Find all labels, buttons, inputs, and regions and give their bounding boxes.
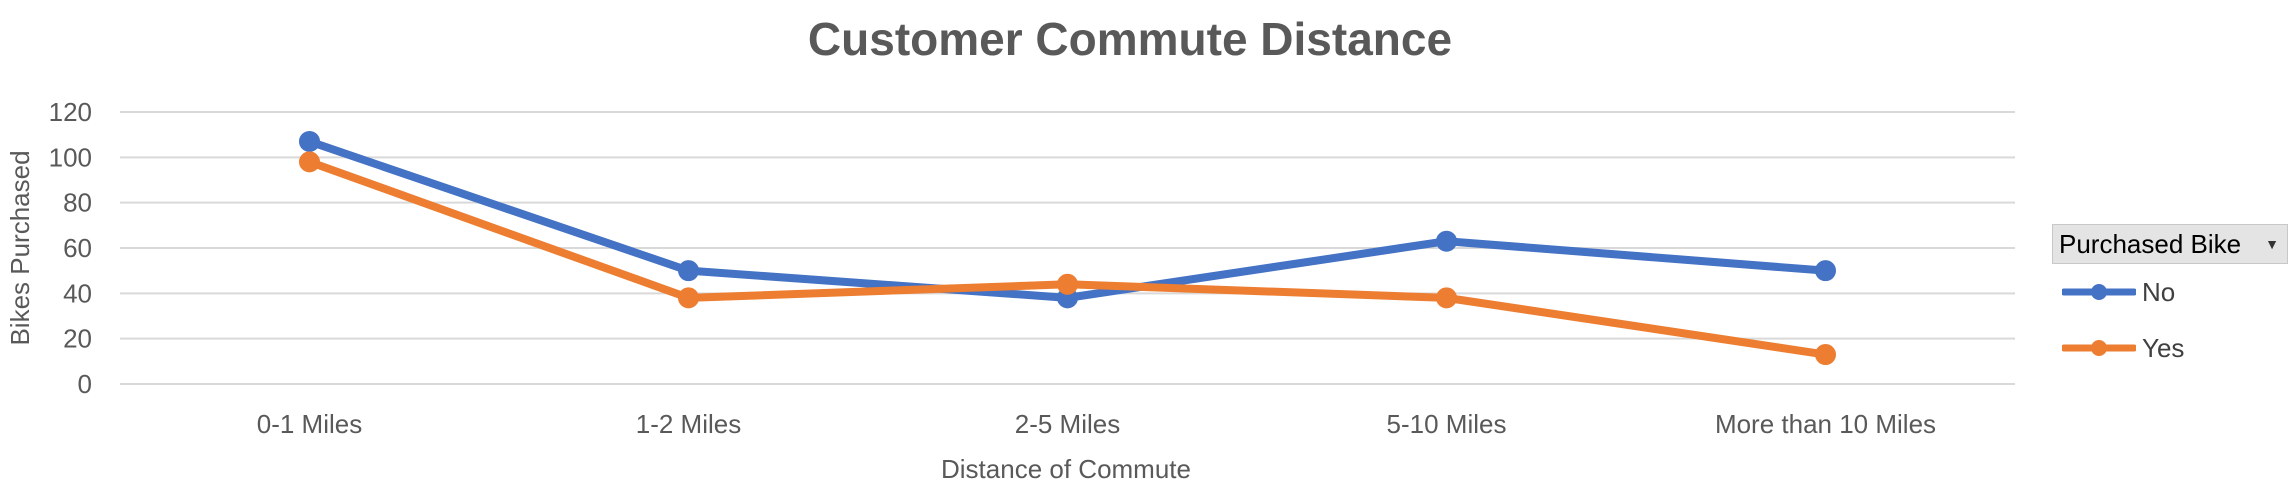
y-tick-label: 120 (49, 97, 92, 127)
x-tick-label: 2-5 Miles (1015, 409, 1120, 439)
y-tick-label: 100 (49, 142, 92, 172)
data-point-no[interactable] (1815, 260, 1836, 282)
data-point-yes[interactable] (299, 151, 320, 173)
y-tick-label: 20 (63, 324, 92, 354)
series-line-yes[interactable] (305, 157, 1830, 359)
legend-filter-button[interactable]: Purchased Bike ▼ (2052, 224, 2288, 264)
x-axis-label: Distance of Commute (941, 454, 1191, 484)
x-axis-ticks: 0-1 Miles 1-2 Miles 2-5 Miles 5-10 Miles Mor… (257, 409, 1936, 439)
legend-marker-yes (2062, 340, 2136, 356)
x-tick-label: 1-2 Miles (636, 409, 741, 439)
series-group (299, 130, 1836, 366)
data-point-yes[interactable] (1057, 273, 1078, 295)
data-point-no[interactable] (299, 130, 320, 152)
legend-item-no: No (2052, 264, 2288, 320)
legend-label-no: No (2142, 276, 2176, 307)
y-tick-label: 40 (63, 278, 92, 308)
chevron-down-icon: ▼ (2265, 236, 2279, 252)
y-tick-label: 80 (63, 188, 92, 218)
y-axis-ticks: 0 20 40 60 80 100 120 (49, 97, 92, 399)
legend-item-yes: Yes (2052, 320, 2288, 376)
data-point-yes[interactable] (1436, 287, 1457, 309)
y-axis-label: Bikes Purchased (5, 150, 35, 345)
data-point-yes[interactable] (1815, 344, 1836, 366)
y-tick-label: 60 (63, 233, 92, 263)
x-tick-label: 0-1 Miles (257, 409, 362, 439)
legend-marker-no (2062, 284, 2136, 300)
x-tick-label: More than 10 Miles (1715, 409, 1936, 439)
legend-title: Purchased Bike (2059, 228, 2242, 259)
data-point-yes[interactable] (678, 287, 699, 309)
y-tick-label: 0 (78, 369, 92, 399)
x-tick-label: 5-10 Miles (1387, 409, 1507, 439)
legend: Purchased Bike ▼ No Yes (2052, 224, 2288, 376)
chart-title: Customer Commute Distance (808, 13, 1452, 65)
data-point-no[interactable] (1436, 230, 1457, 252)
legend-label-yes: Yes (2142, 332, 2185, 363)
data-point-no[interactable] (678, 260, 699, 282)
